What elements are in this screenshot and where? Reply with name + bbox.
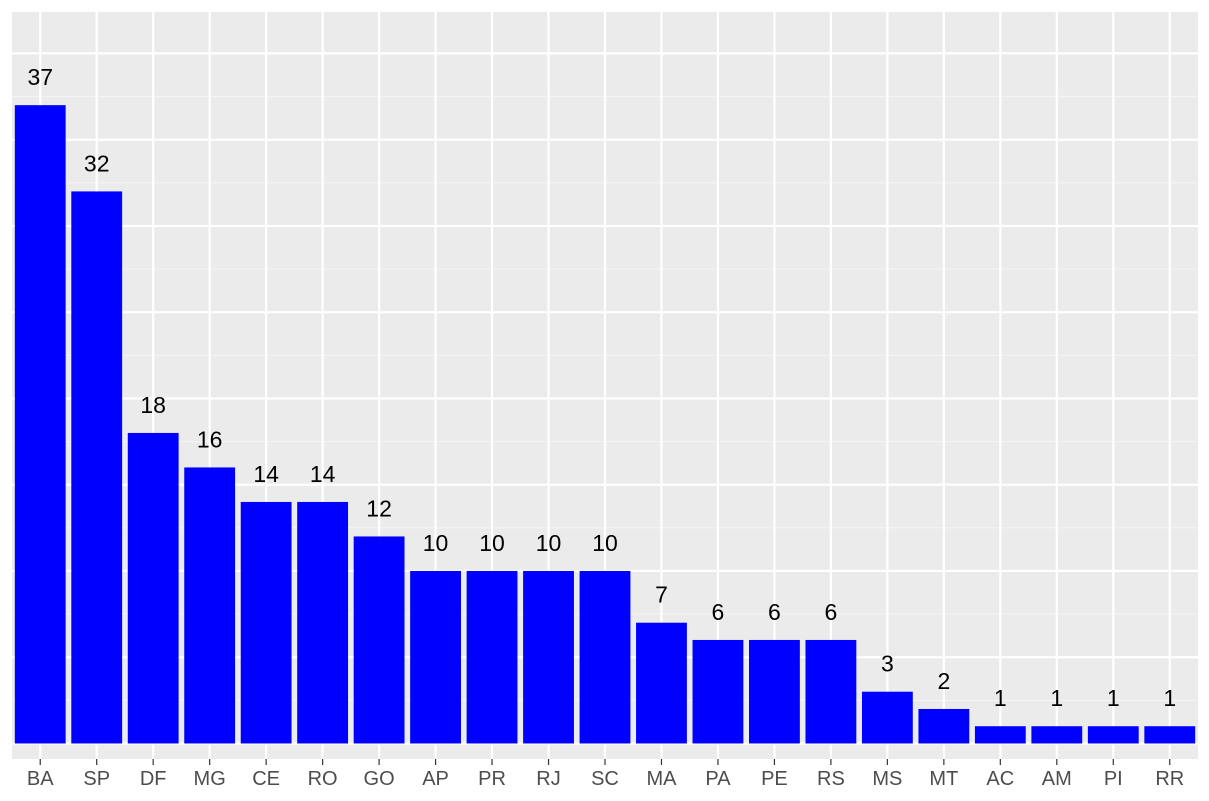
bar-rr: [1144, 726, 1196, 744]
data-label-rj: 10: [536, 530, 562, 556]
x-tick-label-ac: AC: [986, 768, 1014, 790]
bar-mt: [918, 708, 970, 744]
bar-rj: [523, 570, 574, 744]
x-axis-ticks: [39, 759, 1171, 765]
bar-ms: [861, 691, 913, 744]
data-label-pi: 1: [1107, 685, 1120, 711]
x-tick-label-ms: MS: [872, 768, 902, 790]
data-label-pa: 6: [712, 599, 725, 625]
x-tick-label-rr: RR: [1155, 768, 1184, 790]
data-label-ac: 1: [994, 685, 1007, 711]
data-label-rr: 1: [1163, 685, 1176, 711]
x-tick-label-ma: MA: [646, 768, 677, 790]
x-tick-label-rs: RS: [817, 768, 845, 790]
bar-pr: [466, 570, 518, 744]
bar-go: [353, 536, 405, 744]
bar-df: [127, 432, 179, 744]
data-label-ba: 37: [27, 64, 53, 90]
bar-sc: [579, 570, 631, 744]
data-label-ro: 14: [310, 461, 336, 487]
bar-ac: [974, 726, 1026, 744]
x-tick-label-ro: RO: [308, 768, 338, 790]
x-tick-label-sc: SC: [591, 768, 619, 790]
bar-ma: [636, 622, 687, 744]
bar-am: [1031, 726, 1083, 744]
x-tick-label-pr: PR: [478, 768, 506, 790]
bar-mg: [184, 467, 236, 744]
data-label-pr: 10: [479, 530, 505, 556]
x-tick-label-go: GO: [364, 768, 395, 790]
x-tick-label-ba: BA: [27, 768, 54, 790]
x-tick-label-rj: RJ: [536, 768, 560, 790]
data-label-mt: 2: [937, 668, 950, 694]
x-tick-label-df: DF: [140, 768, 167, 790]
bar-sp: [71, 191, 123, 744]
bar-ap: [410, 570, 461, 744]
x-tick-label-pa: PA: [705, 768, 731, 790]
data-label-am: 1: [1050, 685, 1063, 711]
data-label-ma: 7: [655, 582, 668, 608]
bar-ce: [240, 501, 292, 744]
data-label-ce: 14: [253, 461, 279, 487]
data-label-sp: 32: [84, 150, 110, 176]
bar-ro: [297, 501, 349, 744]
data-label-mg: 16: [197, 426, 223, 452]
bar-pa: [692, 639, 744, 744]
data-label-ms: 3: [881, 651, 894, 677]
x-tick-label-sp: SP: [83, 768, 110, 790]
x-tick-label-mg: MG: [194, 768, 226, 790]
bar-rs: [805, 639, 857, 744]
data-label-go: 12: [366, 495, 392, 521]
bar-pe: [749, 639, 800, 744]
x-tick-label-pi: PI: [1104, 768, 1123, 790]
data-label-sc: 10: [592, 530, 618, 556]
data-label-pe: 6: [768, 599, 781, 625]
data-label-ap: 10: [423, 530, 449, 556]
bars: [14, 105, 1196, 744]
x-tick-label-am: AM: [1042, 768, 1072, 790]
x-tick-label-mt: MT: [929, 768, 958, 790]
x-axis-tick-labels: BA SP DF MG CE RO GO AP PR RJ SC MA PA PE RS MS MT AC AM PI…: [27, 768, 1184, 790]
x-tick-label-pe: PE: [761, 768, 788, 790]
bar-ba: [14, 105, 66, 744]
x-tick-label-ce: CE: [252, 768, 280, 790]
x-tick-label-ap: AP: [422, 768, 449, 790]
bar-pi: [1087, 726, 1139, 744]
data-label-df: 18: [140, 392, 166, 418]
data-label-rs: 6: [825, 599, 838, 625]
